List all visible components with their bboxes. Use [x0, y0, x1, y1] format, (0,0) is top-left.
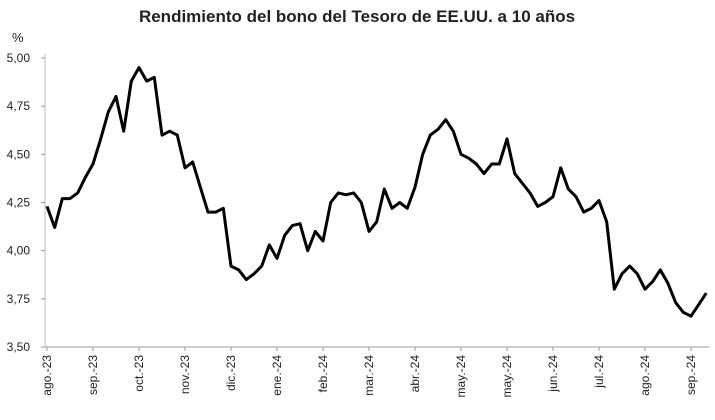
- x-tick-label: jul.-24: [592, 355, 606, 389]
- x-tick-label: jun.-24: [546, 355, 560, 393]
- y-tick-label: 4,75: [7, 99, 31, 113]
- y-tick-label: 4,25: [7, 196, 31, 210]
- x-tick-label: may.-24: [454, 355, 468, 398]
- x-tick-label: mar.-24: [362, 355, 376, 396]
- y-tick-label: 5,00: [7, 51, 31, 65]
- x-tick-label: dic.-23: [224, 355, 238, 391]
- x-tick-label: nov.-23: [178, 355, 192, 394]
- x-tick-label: feb.-24: [316, 355, 330, 393]
- y-axis-label: %: [12, 30, 24, 45]
- y-tick-label: 4,50: [7, 147, 31, 161]
- x-tick-label: sep.-24: [684, 355, 698, 395]
- y-tick-label: 3,50: [7, 340, 31, 354]
- x-tick-label: sep.-23: [86, 355, 100, 395]
- x-tick-label: ene.-24: [270, 355, 284, 396]
- y-tick-label: 4,00: [7, 244, 31, 258]
- chart-title: Rendimiento del bono del Tesoro de EE.UU…: [139, 7, 575, 26]
- x-tick-label: ago.-23: [40, 355, 54, 396]
- x-tick-label: oct.-23: [132, 355, 146, 392]
- y-tick-label: 3,75: [7, 292, 31, 306]
- x-tick-label: ago.-24: [638, 355, 652, 396]
- x-tick-label: may.-24: [500, 355, 514, 398]
- x-tick-label: abr.-24: [408, 355, 422, 393]
- line-series: [45, 66, 708, 318]
